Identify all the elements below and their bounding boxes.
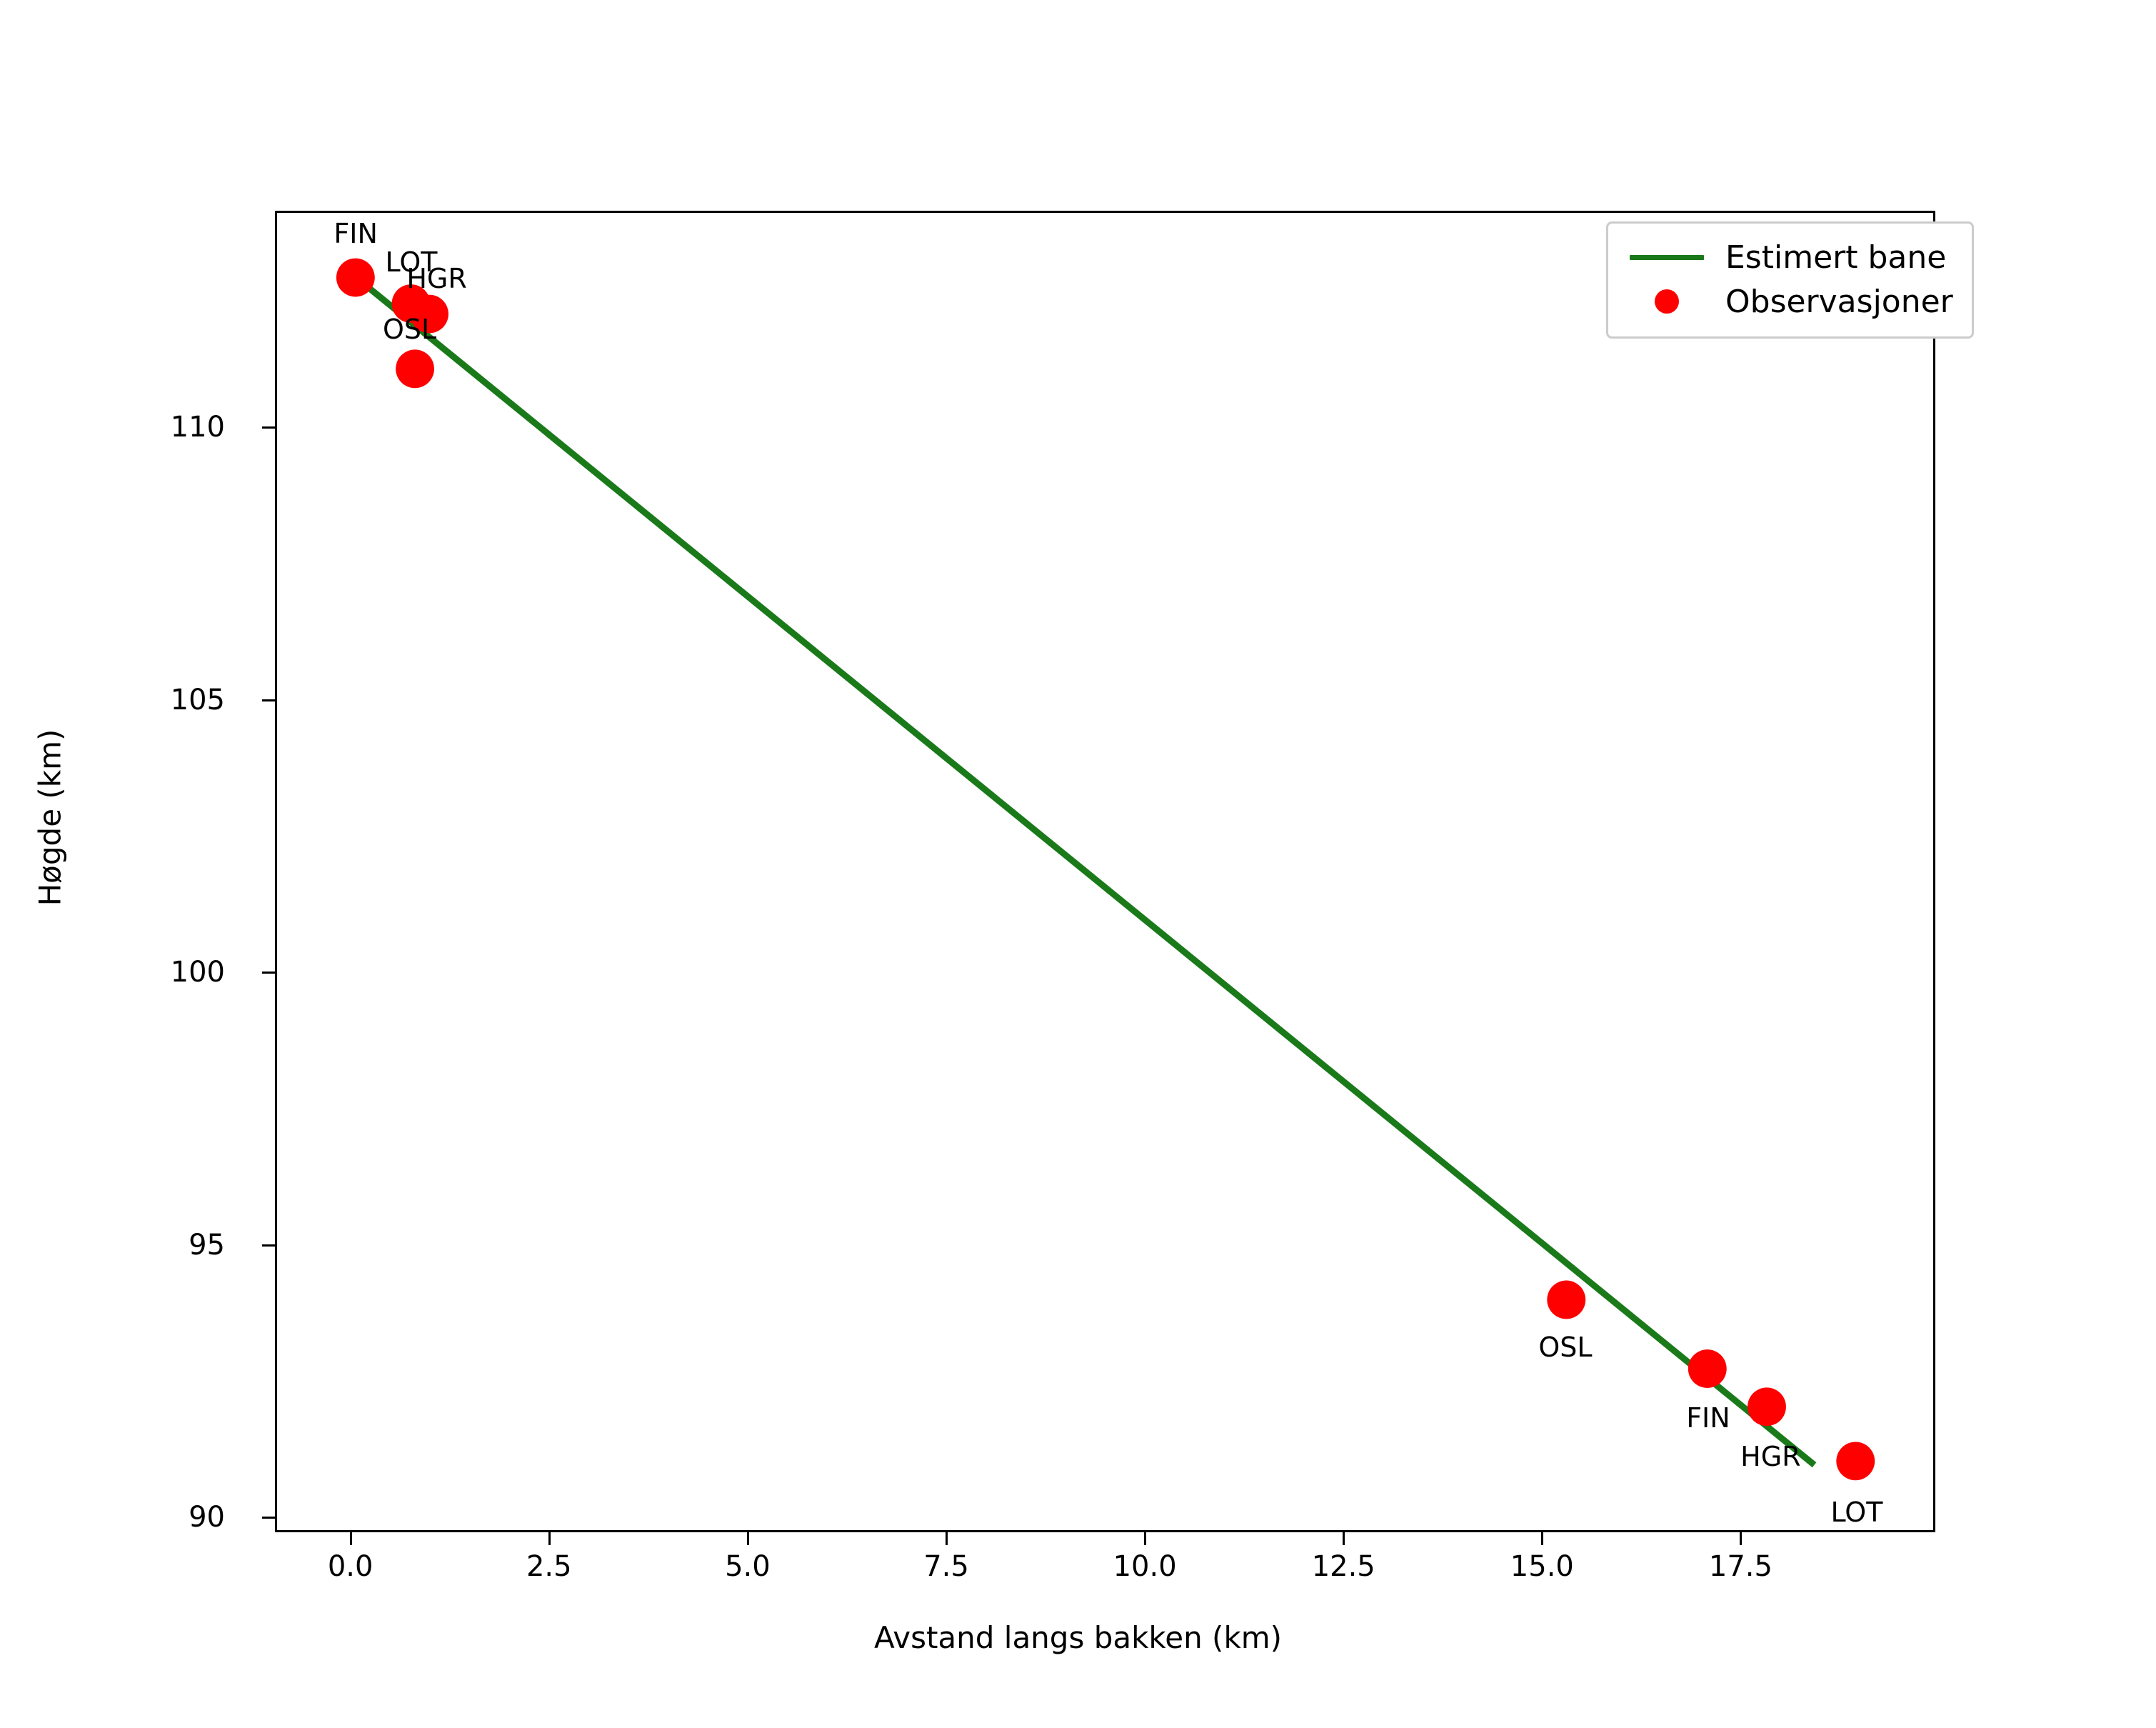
y-axis-title: Høgde (km) xyxy=(32,729,68,907)
data-point-label-lot-1: LOT xyxy=(385,246,438,279)
y-tick-mark-100 xyxy=(262,972,275,974)
legend-label-observasjoner: Observasjoner xyxy=(1725,283,1953,320)
y-tick-mark-105 xyxy=(262,699,275,701)
y-tick-label-100: 100 xyxy=(170,956,225,989)
x-tick-mark-2.5 xyxy=(548,1532,551,1545)
estimated-trajectory-line xyxy=(354,274,1817,1468)
x-tick-label-17.5: 17.5 xyxy=(1708,1550,1773,1583)
data-point-label-fin-5: FIN xyxy=(1686,1402,1730,1434)
x-tick-label-12.5: 12.5 xyxy=(1311,1550,1375,1583)
x-tick-label-5.0: 5.0 xyxy=(725,1550,771,1583)
y-tick-label-95: 95 xyxy=(189,1228,225,1262)
y-axis-tick-labels: 90 95 100 105 110 xyxy=(0,0,246,1728)
legend-item-estimert-bane: Estimert bane xyxy=(1624,235,1953,279)
x-tick-mark-12.5 xyxy=(1343,1532,1345,1545)
x-tick-label-7.5: 7.5 xyxy=(923,1550,969,1583)
y-tick-mark-95 xyxy=(262,1244,275,1247)
x-tick-label-0.0: 0.0 xyxy=(327,1550,373,1583)
data-point-osl-3 xyxy=(396,349,434,389)
data-point-fin-0 xyxy=(336,258,375,297)
data-point-hgr-6 xyxy=(1748,1387,1786,1427)
legend-item-observasjoner: Observasjoner xyxy=(1624,279,1953,324)
data-point-lot-7 xyxy=(1836,1442,1875,1481)
data-point-label-osl-3: OSL xyxy=(382,314,437,346)
x-axis-tick-labels: 0.0 2.5 5.0 7.5 10.0 12.5 15.0 17.5 xyxy=(0,1550,2156,1607)
data-point-label-lot-7: LOT xyxy=(1830,1497,1883,1529)
y-axis-title-wrapper: Høgde (km) xyxy=(33,639,68,997)
x-tick-mark-5.0 xyxy=(746,1532,749,1545)
y-tick-mark-110 xyxy=(262,426,275,429)
x-tick-label-2.5: 2.5 xyxy=(526,1550,572,1583)
x-tick-mark-7.5 xyxy=(946,1532,948,1545)
y-tick-label-105: 105 xyxy=(170,683,225,716)
data-point-label-hgr-2: HGR xyxy=(406,262,467,294)
legend-line-swatch xyxy=(1624,254,1710,260)
data-point-fin-5 xyxy=(1688,1349,1727,1388)
x-tick-label-15.0: 15.0 xyxy=(1510,1550,1574,1583)
y-tick-label-90: 90 xyxy=(189,1501,225,1534)
x-tick-mark-0.0 xyxy=(349,1532,352,1545)
plot-canvas xyxy=(336,258,1875,1481)
x-axis-title: Avstand langs bakken (km) xyxy=(873,1620,1283,1655)
data-point-label-osl-4: OSL xyxy=(1538,1332,1593,1364)
data-point-label-fin-0: FIN xyxy=(334,217,378,249)
x-tick-mark-10.0 xyxy=(1144,1532,1147,1545)
x-tick-mark-17.5 xyxy=(1740,1532,1743,1545)
data-point-label-hgr-6: HGR xyxy=(1740,1440,1801,1472)
x-tick-label-10.0: 10.0 xyxy=(1113,1550,1177,1583)
legend-dot-swatch xyxy=(1624,289,1710,314)
y-tick-label-110: 110 xyxy=(170,410,225,444)
chart-legend: Estimert bane Observasjoner xyxy=(1606,221,1974,339)
y-tick-mark-90 xyxy=(262,1517,275,1519)
plot-area: FIN LOT HGR OSL OSL FIN HGR LOT xyxy=(275,211,1935,1532)
data-point-osl-4 xyxy=(1547,1280,1586,1319)
x-tick-mark-15.0 xyxy=(1541,1532,1544,1545)
legend-label-estimert-bane: Estimert bane xyxy=(1725,239,1947,276)
data-point-hgr-2 xyxy=(410,294,448,334)
